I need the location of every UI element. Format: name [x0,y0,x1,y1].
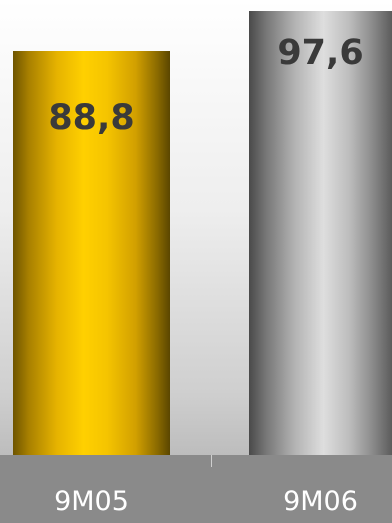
value-label-9m05: 88,8 [48,97,135,138]
x-axis-tick [211,455,212,467]
x-axis-band [0,455,392,523]
category-label-9m06: 9M06 [283,486,358,517]
category-label-9m05: 9M05 [54,486,129,517]
bar-9m05 [13,50,170,455]
value-label-9m06: 97,6 [277,32,364,73]
bar-9m06 [249,10,392,455]
